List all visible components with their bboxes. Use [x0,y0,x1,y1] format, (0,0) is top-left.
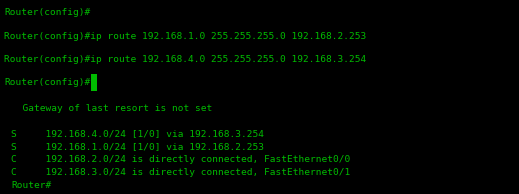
Text: C     192.168.3.0/24 is directly connected, FastEthernet0/1: C 192.168.3.0/24 is directly connected, … [11,168,350,177]
Text: S     192.168.1.0/24 [1/0] via 192.168.2.253: S 192.168.1.0/24 [1/0] via 192.168.2.253 [11,142,264,151]
Text: C     192.168.2.0/24 is directly connected, FastEthernet0/0: C 192.168.2.0/24 is directly connected, … [11,155,350,164]
Bar [91,74,98,91]
Text: S     192.168.4.0/24 [1/0] via 192.168.3.254: S 192.168.4.0/24 [1/0] via 192.168.3.254 [11,129,264,138]
Text: Router(config)#: Router(config)# [4,8,90,17]
Text: Router(config)#ip route 192.168.4.0 255.255.255.0 192.168.3.254: Router(config)#ip route 192.168.4.0 255.… [4,55,366,64]
Text: Router(config)#: Router(config)# [4,78,90,87]
Text: Router#: Router# [11,181,51,190]
Text: Router(config)#ip route 192.168.1.0 255.255.255.0 192.168.2.253: Router(config)#ip route 192.168.1.0 255.… [4,32,366,41]
Text: Gateway of last resort is not set: Gateway of last resort is not set [11,104,212,113]
